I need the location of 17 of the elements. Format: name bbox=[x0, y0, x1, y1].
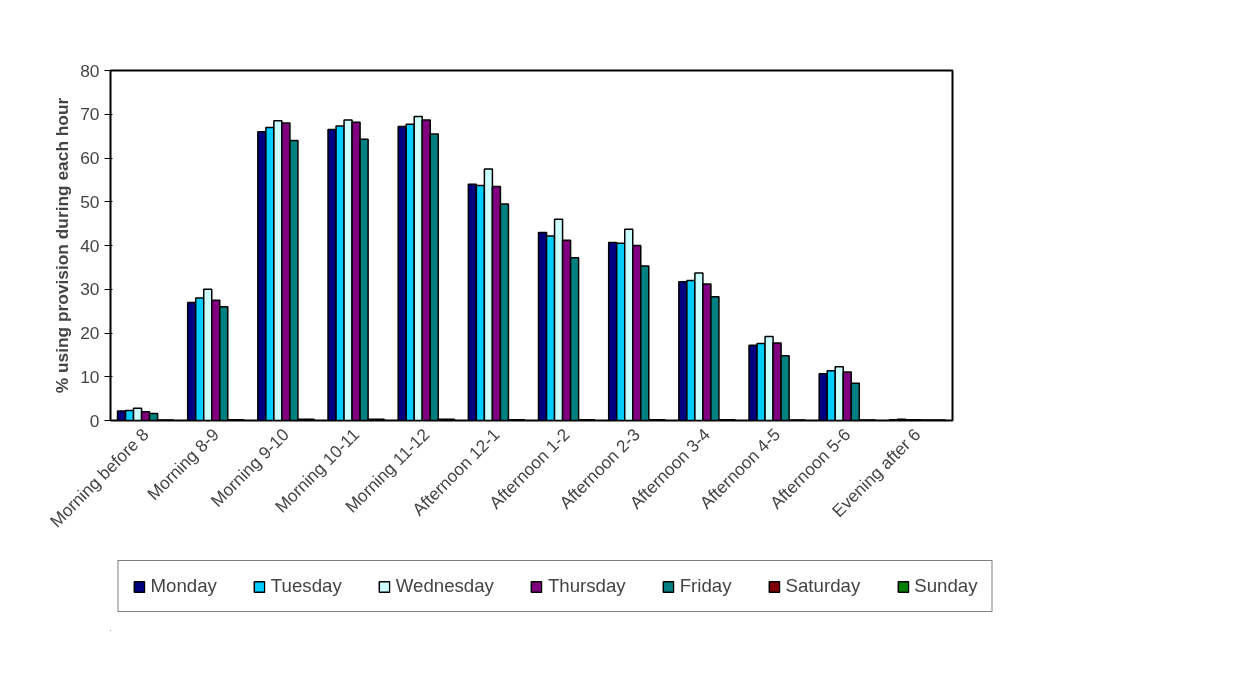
legend-label: Sunday bbox=[914, 575, 978, 597]
y-tick-label: 0 bbox=[89, 410, 100, 431]
y-tick-label: 20 bbox=[80, 323, 100, 343]
y-tick-label: 30 bbox=[80, 279, 100, 300]
y-axis-title: % using provision during each hour bbox=[52, 97, 73, 394]
legend-label: Tuesday bbox=[270, 575, 342, 597]
legend-label: Monday bbox=[150, 575, 217, 597]
legend-label: Wednesday bbox=[395, 575, 494, 597]
y-tick-label: 10 bbox=[80, 366, 100, 387]
y-tick-label: 50 bbox=[80, 191, 100, 212]
legend-label: Friday bbox=[679, 575, 732, 597]
y-tick-label: 80 bbox=[80, 60, 100, 81]
y-tick-label: 70 bbox=[80, 104, 100, 125]
legend-label: Thursday bbox=[547, 575, 626, 597]
y-tick-label: 40 bbox=[80, 235, 100, 256]
legend-label: Saturday bbox=[785, 575, 861, 597]
y-tick-label: 60 bbox=[80, 148, 100, 168]
